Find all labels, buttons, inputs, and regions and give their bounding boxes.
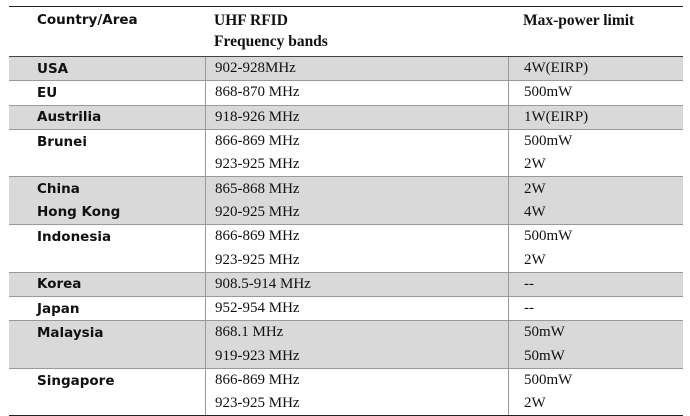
power-cell: 500mW — [508, 81, 683, 105]
table-row: EU 868-870 MHz 500mW — [9, 80, 683, 105]
country-cell: Japan — [37, 300, 80, 317]
table-row: Austrilia 918-926 MHz 1W(EIRP) — [9, 104, 683, 129]
country-cell — [9, 248, 205, 271]
country-cell: Korea — [37, 276, 82, 293]
country-cell: Hong Kong — [37, 204, 121, 221]
country-cell — [9, 345, 205, 368]
band-cell: 919-923 MHz — [205, 344, 508, 368]
band-cell: 923-925 MHz — [205, 248, 508, 272]
power-cell: 2W — [508, 177, 683, 201]
band-cell: 923-925 MHz — [205, 392, 508, 416]
table-row: Japan 952-954 MHz -- — [9, 295, 683, 321]
band-cell: 865-868 MHz — [205, 177, 508, 201]
country-cell — [9, 153, 205, 176]
table-row: Brunei 866-869 MHz 500mW — [9, 128, 683, 154]
power-cell: -- — [508, 296, 683, 321]
table-row: Indonesia 866-869 MHz 500mW — [9, 224, 683, 249]
rfid-frequency-table: Country/Area UHF RFID Frequency bands Ma… — [9, 6, 683, 416]
band-cell: 866-869 MHz — [205, 225, 508, 249]
power-cell: 2W — [508, 248, 683, 272]
band-cell: 908.5-914 MHz — [205, 272, 508, 296]
country-cell: China — [37, 181, 80, 198]
band-cell: 866-869 MHz — [205, 368, 508, 393]
table-row: 923-925 MHz 2W — [9, 248, 683, 272]
header-band-line2: Frequency bands — [214, 33, 328, 50]
band-cell: 868.1 MHz — [205, 321, 508, 345]
power-cell: 500mW — [508, 368, 683, 393]
header-max-power: Max-power limit — [523, 12, 635, 29]
header-band-line1: UHF RFID — [214, 12, 288, 29]
power-cell: 2W — [508, 392, 683, 416]
power-cell: 4W(EIRP) — [508, 57, 683, 81]
table-row: China 865-868 MHz 2W — [9, 176, 683, 201]
table-row: Singapore 866-869 MHz 500mW — [9, 367, 683, 393]
country-cell: Brunei — [37, 133, 87, 150]
table-row: 919-923 MHz 50mW — [9, 344, 683, 368]
table-row: Malaysia 868.1 MHz 50mW — [9, 320, 683, 345]
country-cell: Indonesia — [37, 228, 112, 245]
band-cell: 952-954 MHz — [205, 296, 508, 321]
table-row: Hong Kong 920-925 MHz 4W — [9, 200, 683, 225]
band-cell: 923-925 MHz — [205, 153, 508, 177]
power-cell: 500mW — [508, 225, 683, 249]
band-cell: 902-928MHz — [205, 57, 508, 81]
table-row: Korea 908.5-914 MHz -- — [9, 271, 683, 296]
power-cell: 500mW — [508, 129, 683, 154]
table-row: 923-925 MHz 2W — [9, 153, 683, 177]
table-row: 923-925 MHz 2W — [9, 392, 683, 416]
power-cell: 2W — [508, 153, 683, 177]
country-cell — [9, 392, 205, 415]
table-header-row: Country/Area UHF RFID Frequency bands Ma… — [9, 7, 683, 57]
power-cell: 50mW — [508, 344, 683, 368]
power-cell: 1W(EIRP) — [508, 105, 683, 129]
header-frequency-bands: UHF RFID Frequency bands — [205, 7, 508, 56]
table-row: USA 902-928MHz 4W(EIRP) — [9, 57, 683, 81]
power-cell: 50mW — [508, 321, 683, 345]
band-cell: 868-870 MHz — [205, 81, 508, 105]
country-cell: Austrilia — [37, 109, 102, 126]
power-cell: 4W — [508, 200, 683, 225]
country-cell: EU — [37, 84, 58, 101]
band-cell: 866-869 MHz — [205, 129, 508, 154]
band-cell: 918-926 MHz — [205, 105, 508, 129]
band-cell: 920-925 MHz — [205, 200, 508, 225]
header-country: Country/Area — [37, 12, 138, 28]
country-cell: USA — [37, 60, 69, 77]
country-cell: Malaysia — [37, 324, 104, 341]
country-cell: Singapore — [37, 372, 115, 389]
power-cell: -- — [508, 272, 683, 296]
